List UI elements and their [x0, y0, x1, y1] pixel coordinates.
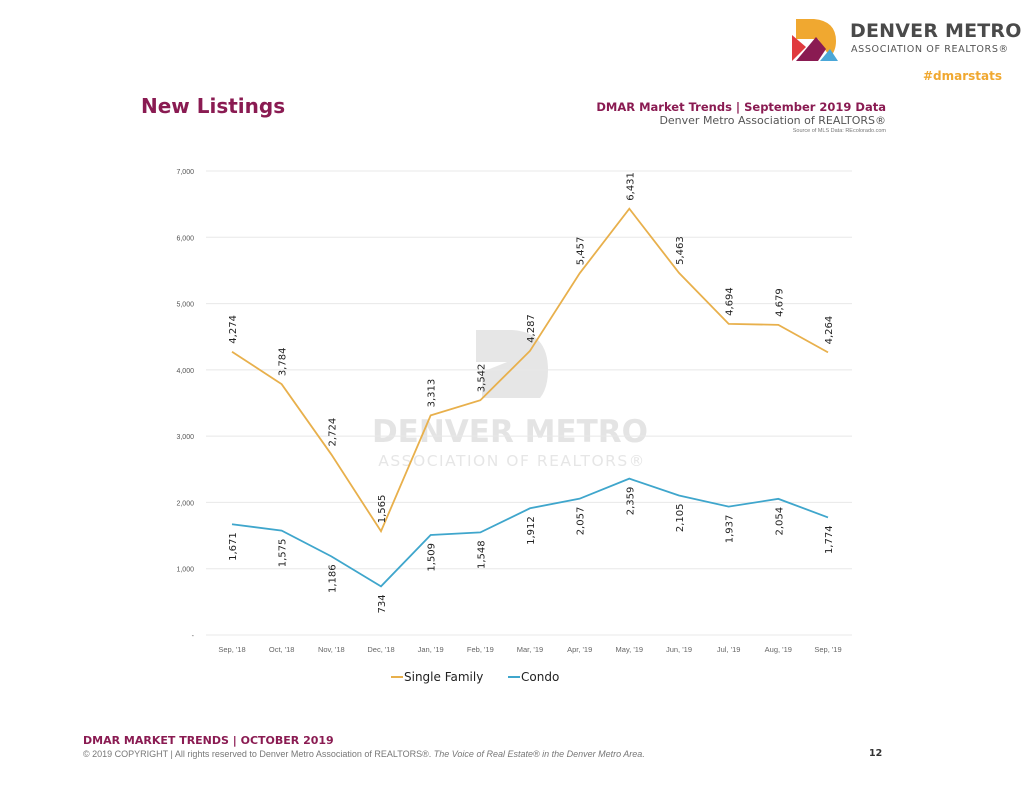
dmar-logo: [792, 19, 838, 61]
legend: Single Family Condo: [391, 670, 559, 684]
watermark: DENVER METRO ASSOCIATION OF REALTORS®: [372, 330, 648, 470]
x-tick-label: Feb, '19: [467, 645, 494, 654]
data-label: 2,359: [625, 487, 636, 516]
x-tick-label: Oct, '18: [269, 645, 295, 654]
footer-copyright: © 2019 COPYRIGHT | All rights reserved t…: [83, 749, 645, 759]
report-title: DMAR Market Trends | September 2019 Data: [596, 100, 886, 114]
brand-subtitle: ASSOCIATION OF REALTORS®: [851, 44, 1009, 55]
y-tick-label: 7,000: [176, 169, 194, 176]
data-label: 1,186: [327, 564, 338, 593]
tagline: The Voice of Real Estate® in the Denver …: [433, 749, 645, 759]
data-label: 2,105: [675, 503, 686, 532]
data-label: 1,937: [725, 515, 736, 544]
footer-title: DMAR MARKET TRENDS | OCTOBER 2019: [83, 734, 334, 747]
logo-red-shape: [792, 35, 806, 61]
data-label: 1,565: [377, 495, 388, 524]
data-label: 3,542: [476, 364, 487, 393]
x-tick-label: Jun, '19: [666, 645, 692, 654]
data-label: 3,313: [427, 379, 438, 408]
x-tick-label: Nov, '18: [318, 645, 345, 654]
data-label: 4,679: [774, 288, 785, 317]
x-tick-label: Mar, '19: [517, 645, 543, 654]
legend-label: Condo: [521, 670, 559, 684]
legend-label: Single Family: [404, 670, 483, 684]
logo-blue-shape: [820, 49, 838, 61]
y-tick-label: 1,000: [176, 567, 194, 574]
data-label: 3,784: [278, 348, 289, 377]
watermark-line2: ASSOCIATION OF REALTORS®: [378, 452, 646, 470]
x-tick-label: Aug, '19: [765, 645, 792, 654]
watermark-line1: DENVER METRO: [372, 414, 648, 450]
data-label: 5,457: [576, 237, 587, 266]
y-tick-label: -: [192, 633, 195, 640]
data-label: 4,264: [824, 316, 835, 345]
copyright-text: © 2019 COPYRIGHT | All rights reserved t…: [83, 749, 434, 759]
y-tick-label: 4,000: [176, 368, 194, 375]
x-tick-label: Sep, '18: [218, 645, 245, 654]
data-label: 5,463: [675, 236, 686, 265]
data-label: 2,724: [327, 418, 338, 447]
x-tick-label: Sep, '19: [814, 645, 841, 654]
y-tick-label: 3,000: [176, 434, 194, 441]
data-label: 4,287: [526, 314, 537, 343]
y-tick-label: 2,000: [176, 500, 194, 507]
watermark-logo-icon: [476, 330, 548, 398]
page-number: 12: [869, 748, 883, 759]
data-label: 1,548: [476, 540, 487, 569]
data-label: 2,054: [774, 507, 785, 536]
data-label: 1,671: [228, 532, 239, 561]
data-label: 4,274: [228, 315, 239, 344]
data-label: 2,057: [576, 507, 587, 536]
data-label: 734: [377, 594, 388, 613]
data-label: 1,575: [278, 539, 289, 568]
y-tick-label: 6,000: [176, 235, 194, 242]
hashtag: #dmarstats: [922, 69, 1002, 83]
logo-purple-shape: [796, 37, 826, 61]
data-label: 1,912: [526, 516, 537, 545]
data-label: 1,509: [427, 543, 438, 572]
data-label: 1,774: [824, 525, 835, 554]
page-title: New Listings: [141, 94, 286, 118]
x-tick-label: May, '19: [616, 645, 644, 654]
y-tick-label: 5,000: [176, 302, 194, 309]
x-tick-label: Jul, '19: [717, 645, 741, 654]
data-label: 4,694: [725, 287, 736, 316]
x-tick-label: Jan, '19: [418, 645, 444, 654]
report-subtitle: Denver Metro Association of REALTORS®: [659, 114, 886, 127]
data-label: 6,431: [625, 172, 636, 201]
data-source: Source of MLS Data: REcolorado.com: [792, 128, 886, 134]
brand-name: DENVER METRO: [850, 20, 1022, 42]
x-tick-label: Apr, '19: [567, 645, 592, 654]
x-tick-label: Dec, '18: [367, 645, 394, 654]
